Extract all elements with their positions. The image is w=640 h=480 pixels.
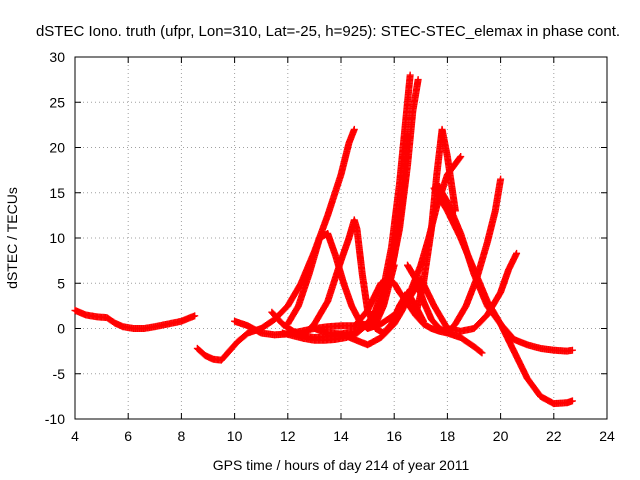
- x-tick-label: 8: [178, 428, 186, 444]
- x-tick-label: 10: [227, 428, 243, 444]
- data-point: [513, 249, 521, 257]
- series-points: [71, 71, 576, 408]
- x-tick-label: 4: [71, 428, 79, 444]
- data-point: [390, 261, 398, 269]
- x-tick-label: 6: [124, 428, 132, 444]
- y-tick-label: 10: [49, 230, 65, 246]
- data-point: [568, 346, 576, 354]
- y-tick-label: 20: [49, 140, 65, 156]
- x-tick-label: 18: [440, 428, 456, 444]
- y-tick-label: -5: [53, 366, 66, 382]
- data-point: [350, 125, 358, 133]
- y-tick-label: 0: [57, 321, 65, 337]
- y-axis-label: dSTEC / TECUs: [4, 187, 20, 289]
- x-tick-label: 14: [333, 428, 349, 444]
- data-point: [191, 312, 199, 320]
- y-tick-label: 25: [49, 94, 65, 110]
- grid: [75, 57, 607, 419]
- data-point: [477, 348, 485, 356]
- data-point: [456, 154, 464, 162]
- data-point: [497, 175, 505, 183]
- y-tick-label: -10: [45, 411, 65, 427]
- data-point: [414, 76, 422, 84]
- chart-title: dSTEC Iono. truth (ufpr, Lon=310, Lat=-2…: [36, 23, 620, 40]
- axis-ticks: 4 6 8 10 12 14 16 18 20 22 24 -10 -5 0 5 10 15 20 25 30: [45, 49, 615, 444]
- series-14: [433, 180, 576, 408]
- y-tick-label: 15: [49, 185, 65, 201]
- data-point: [406, 71, 414, 79]
- x-axis-label: GPS time / hours of day 214 of year 2011: [213, 457, 470, 473]
- data-point: [478, 349, 486, 357]
- x-tick-label: 12: [280, 428, 296, 444]
- x-tick-label: 20: [493, 428, 509, 444]
- x-tick-label: 16: [386, 428, 402, 444]
- y-tick-label: 30: [49, 49, 65, 65]
- x-tick-label: 22: [546, 428, 562, 444]
- series-1: [71, 306, 199, 332]
- data-point: [568, 397, 576, 405]
- series-5: [278, 71, 414, 344]
- y-tick-label: 5: [57, 275, 65, 291]
- data-point: [457, 153, 465, 161]
- x-tick-label: 24: [599, 428, 615, 444]
